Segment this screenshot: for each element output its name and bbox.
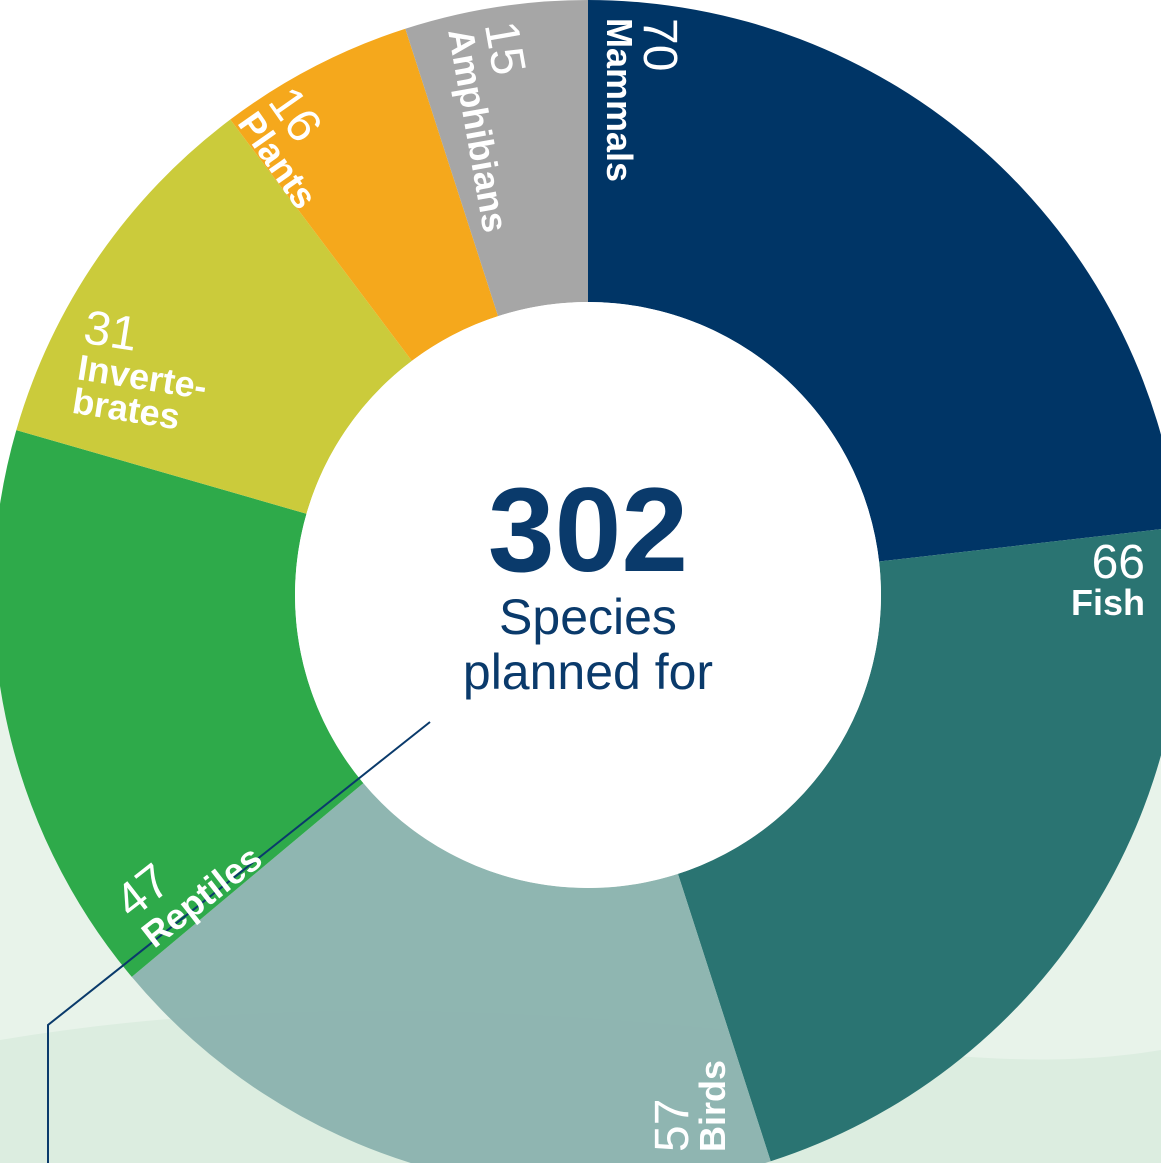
category-label: Fish <box>945 586 1145 620</box>
category-label: Mammals <box>602 18 636 182</box>
value-label: 57 <box>650 1060 696 1152</box>
value-label: 70 <box>636 18 682 182</box>
value-label: 66 <box>945 540 1145 586</box>
page: 70Mammals66Fish57Birds47Reptiles31Invert… <box>0 0 1161 1163</box>
center-text: 302 Species planned for <box>418 470 758 700</box>
category-label: Birds <box>696 1060 730 1152</box>
total: 302 <box>418 470 758 590</box>
center-label: Species planned for <box>418 590 758 700</box>
